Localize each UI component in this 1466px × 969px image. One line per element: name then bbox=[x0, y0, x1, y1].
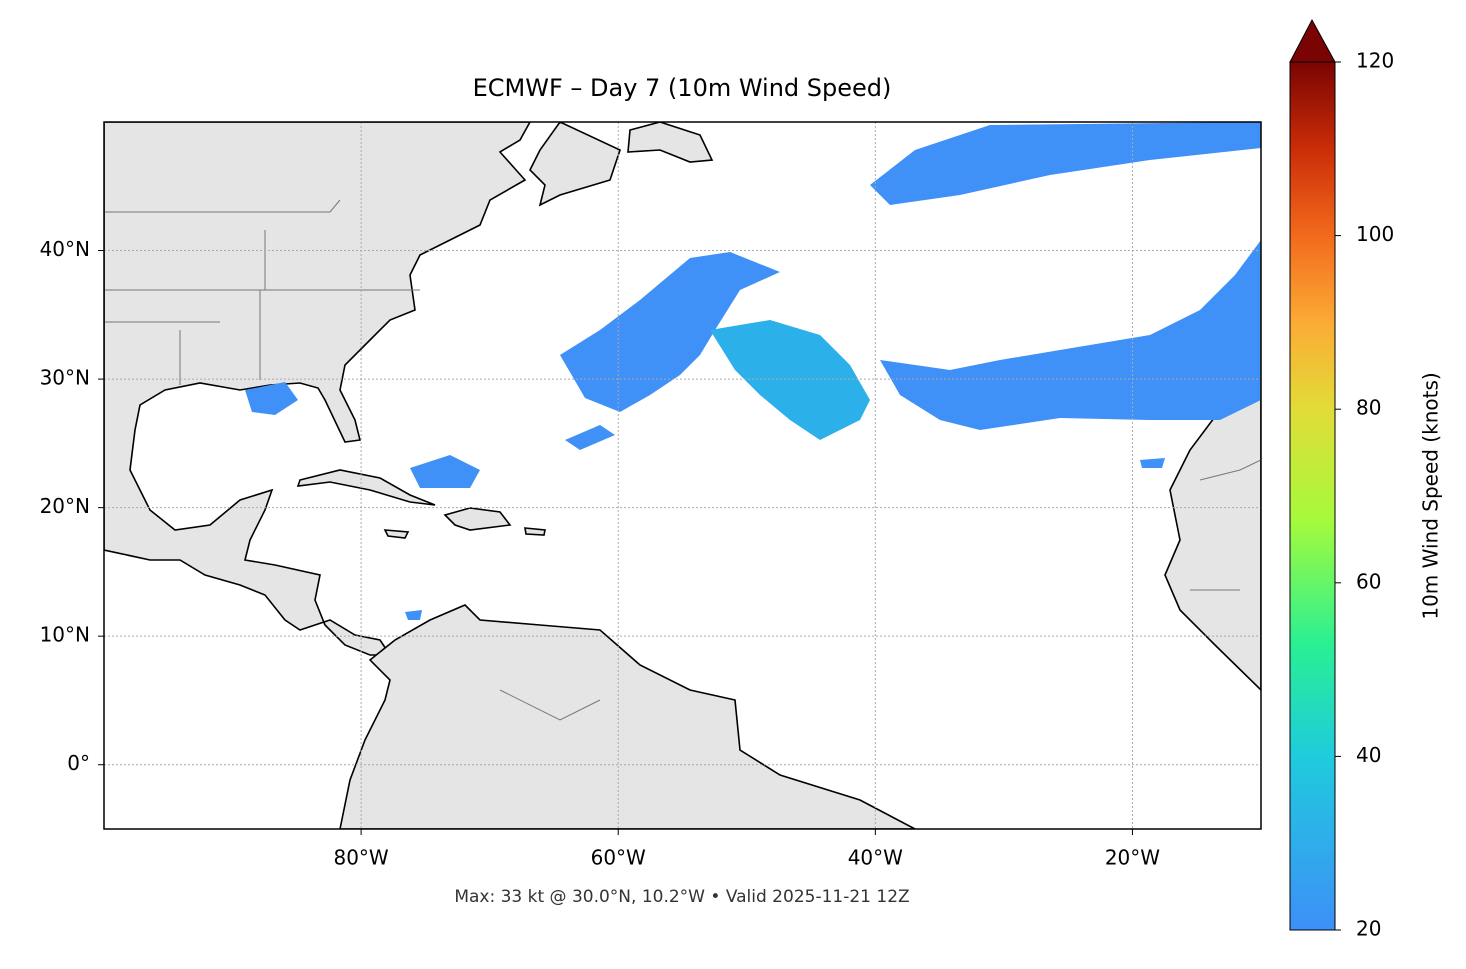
y-tick-label: 20°N bbox=[40, 494, 90, 518]
colorbar-tick-label: 120 bbox=[1356, 49, 1394, 73]
colorbar-tick-label: 60 bbox=[1356, 569, 1381, 593]
map-frame bbox=[103, 121, 1262, 830]
y-tick-label: 40°N bbox=[40, 237, 90, 261]
y-tick-label: 0° bbox=[67, 751, 90, 775]
borders bbox=[104, 199, 1261, 721]
grid bbox=[104, 122, 1261, 829]
y-tick-label: 10°N bbox=[40, 623, 90, 647]
x-tick-label: 60°W bbox=[591, 846, 646, 870]
colorbar-extend bbox=[1289, 18, 1336, 63]
colorbar-tick-label: 40 bbox=[1356, 743, 1381, 767]
map bbox=[104, 122, 1261, 829]
colorbar bbox=[1289, 61, 1336, 931]
colorbar-tick-label: 20 bbox=[1356, 917, 1381, 941]
colorbar-label: 10m Wind Speed (knots) bbox=[1419, 372, 1443, 619]
land bbox=[104, 122, 1261, 829]
colorbar-tick-label: 100 bbox=[1356, 222, 1394, 246]
y-tick-label: 30°N bbox=[40, 366, 90, 390]
footnote: Max: 33 kt @ 30.0°N, 10.2°W • Valid 2025… bbox=[454, 887, 909, 907]
chart-title: ECMWF – Day 7 (10m Wind Speed) bbox=[473, 74, 892, 102]
x-tick-label: 20°W bbox=[1105, 846, 1160, 870]
colorbar-tick-label: 80 bbox=[1356, 396, 1381, 420]
x-tick-label: 40°W bbox=[848, 846, 903, 870]
wind-field bbox=[245, 122, 1261, 620]
x-tick-label: 80°W bbox=[333, 846, 388, 870]
